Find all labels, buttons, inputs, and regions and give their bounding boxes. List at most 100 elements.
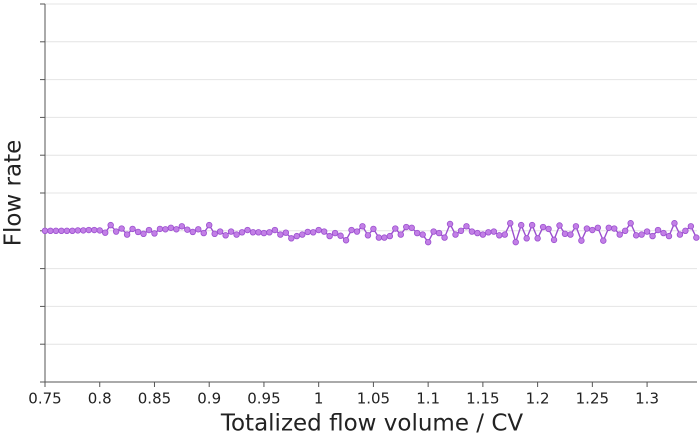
point [200,229,207,237]
point [660,229,667,237]
point [408,224,415,231]
point [682,227,689,234]
point [364,232,372,239]
point [47,227,54,234]
point [140,230,147,238]
point [687,223,695,230]
point [107,221,114,229]
point [490,228,498,235]
x-tick-label: 1.15 [466,390,499,408]
point [386,232,394,240]
point [523,235,530,242]
point [435,229,443,237]
point [424,238,432,246]
point [342,237,350,244]
point [282,229,290,236]
point [381,234,388,241]
point [277,231,284,238]
x-tick-label: 0.8 [88,390,112,408]
point [578,237,585,244]
point [621,227,629,234]
point [173,226,180,233]
point [211,230,218,238]
x-tick-label: 1.25 [576,390,609,408]
x-tick-label: 0.75 [28,390,61,408]
point [671,220,678,227]
y-axis-title: Flow rate [1,140,27,247]
point [249,229,257,236]
point [238,229,246,236]
point [288,235,295,242]
point [632,232,640,239]
point [184,226,191,233]
point [539,223,547,231]
point [145,226,153,234]
x-tick-label: 1.1 [416,390,440,408]
point [162,226,169,233]
point [457,227,465,234]
point [392,225,399,232]
point [517,221,525,229]
point [96,227,103,234]
point [167,224,175,231]
point [255,229,262,236]
point [134,228,142,236]
point [572,223,580,230]
x-tick-label: 1.3 [635,390,659,408]
point [665,232,673,240]
point [271,226,279,234]
point [583,225,591,232]
point [397,231,404,238]
point [452,231,459,238]
point [545,225,552,233]
point [102,229,109,236]
point [310,229,317,236]
point [52,227,60,234]
point [370,225,377,233]
point [479,231,487,238]
point [233,231,240,238]
point [430,228,437,235]
point [507,220,514,227]
point [413,229,421,237]
point [195,226,202,233]
point [216,228,224,235]
point [331,229,339,237]
point [112,228,120,235]
point [260,229,268,237]
point [403,223,410,231]
point [616,231,623,238]
point [189,228,196,236]
point [123,231,131,238]
point [353,228,361,235]
x-tick-label: 0.9 [197,390,221,408]
point [326,232,333,240]
point [85,226,92,234]
point [315,226,322,234]
point [528,221,536,229]
point [611,225,618,232]
point [419,231,426,238]
point [299,231,306,238]
point [638,231,645,238]
x-tick-label: 1.2 [526,390,550,408]
point [80,227,87,234]
point [293,232,300,240]
point [359,223,366,230]
point [441,234,448,241]
point [446,220,454,228]
point [58,227,65,234]
point [320,228,328,235]
point [118,225,125,232]
x-axis-title: Totalized flow volume / CV [220,411,524,437]
point [649,232,656,240]
point [41,227,49,234]
point [600,237,607,244]
point [561,230,569,238]
point [222,232,229,239]
point [337,232,344,239]
point [567,231,574,238]
point [605,224,612,231]
point [178,223,186,230]
point [468,228,476,235]
